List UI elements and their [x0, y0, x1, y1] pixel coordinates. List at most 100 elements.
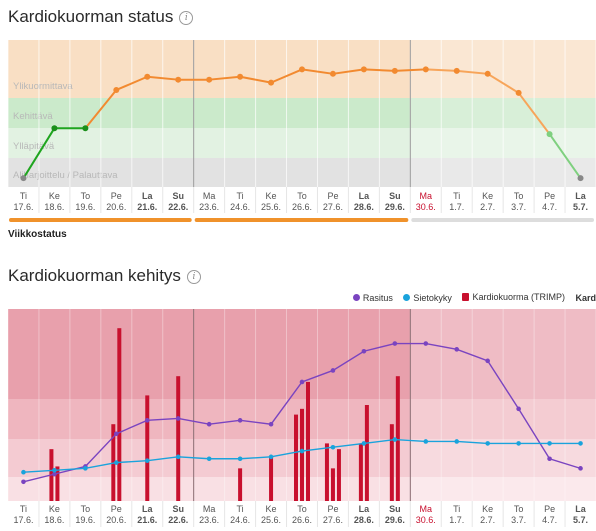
forecast-overlay [410, 309, 596, 501]
trimp-bar[interactable] [364, 405, 369, 501]
rasitus-point[interactable] [175, 416, 181, 421]
status-point[interactable] [484, 70, 491, 77]
rasitus-point[interactable] [206, 421, 212, 427]
legend-kardiokuorma[interactable]: Kardiokuorma (TRIMP) [462, 292, 565, 302]
sietokyky-point[interactable] [547, 441, 552, 446]
rasitus-point[interactable] [361, 348, 367, 354]
status-point[interactable] [113, 86, 120, 93]
zone-aliharjoittelu-label: Aliharjoittelu / Palauttava [13, 170, 118, 181]
trimp-bar[interactable] [145, 395, 150, 501]
status-point[interactable] [391, 67, 398, 74]
trimp-bar[interactable] [55, 466, 60, 501]
rasitus-point[interactable] [547, 456, 552, 462]
trimp-bar[interactable] [294, 414, 298, 501]
rasitus-point[interactable] [330, 368, 336, 373]
sietokyky-point[interactable] [268, 454, 274, 460]
trimp-bar[interactable] [330, 468, 335, 501]
status-point[interactable] [299, 66, 305, 73]
rasitus-point[interactable] [423, 341, 429, 346]
day-date-label: 17.6. [13, 202, 33, 212]
sietokyky-point[interactable] [423, 439, 429, 444]
day-weekday-label: Ti [453, 191, 460, 201]
rasitus-point[interactable] [114, 431, 119, 437]
sietokyky-point[interactable] [21, 469, 26, 475]
rasitus-point[interactable] [21, 479, 26, 485]
trimp-bar[interactable] [176, 376, 181, 501]
day-weekday-label: To [297, 504, 307, 514]
info-icon[interactable]: i [186, 270, 201, 284]
trimp-bar[interactable] [395, 376, 400, 501]
trimp-bar[interactable] [389, 424, 394, 501]
rasitus-point[interactable] [237, 418, 243, 423]
rasitus-point[interactable] [268, 421, 274, 427]
status-point[interactable] [577, 175, 584, 182]
status-point[interactable] [268, 79, 275, 86]
status-point[interactable] [144, 73, 151, 80]
day-date-label: 3.7. [511, 202, 526, 212]
status-point[interactable] [82, 125, 89, 132]
trimp-bar[interactable] [117, 328, 122, 501]
sietokyky-point[interactable] [206, 456, 212, 462]
status-point[interactable] [515, 89, 522, 96]
day-weekday-label: Pe [544, 191, 555, 201]
day-date-label: 26.6. [292, 515, 312, 525]
sietokyky-point[interactable] [361, 441, 367, 446]
status-point[interactable] [360, 66, 367, 73]
status-point[interactable] [237, 73, 244, 80]
day-date-label: 28.6. [354, 515, 374, 525]
status-line-segment [115, 75, 148, 91]
status-point[interactable] [453, 67, 460, 74]
rasitus-point[interactable] [144, 418, 150, 423]
rasitus-point[interactable] [52, 471, 57, 477]
sietokyky-point[interactable] [392, 437, 398, 442]
sietokyky-point[interactable] [144, 458, 150, 463]
sietokyky-point[interactable] [299, 448, 305, 454]
legend-sietokyky[interactable]: Sietokyky [403, 293, 452, 303]
trimp-bar[interactable] [269, 456, 274, 501]
day-weekday-label: Ti [20, 191, 27, 201]
weekly-status-bar [411, 218, 594, 222]
day-weekday-label: La [142, 504, 153, 514]
rasitus-point[interactable] [485, 358, 490, 364]
zone-yllapitava [8, 128, 596, 158]
trimp-bar[interactable] [358, 443, 363, 501]
legend-rasitus[interactable]: Rasitus [352, 293, 393, 303]
rasitus-dot-icon [352, 294, 360, 301]
sietokyky-point[interactable] [330, 444, 336, 450]
status-chart: Ylikuormittava Kehittävä Ylläpitävä Aliharj… [7, 40, 596, 222]
rasitus-point[interactable] [516, 406, 521, 412]
sietokyky-point[interactable] [237, 456, 243, 462]
status-point[interactable] [175, 76, 182, 83]
day-date-label: 28.6. [354, 202, 374, 212]
trimp-bar[interactable] [300, 408, 304, 501]
rasitus-point[interactable] [454, 347, 460, 352]
zone-yllapitava-label: Ylläpitävä [13, 141, 55, 152]
rasitus-point[interactable] [392, 341, 398, 346]
status-point[interactable] [206, 76, 213, 83]
sietokyky-point[interactable] [454, 439, 460, 444]
trimp-bar[interactable] [306, 381, 310, 501]
trimp-bar[interactable] [324, 443, 329, 501]
status-point[interactable] [546, 131, 553, 138]
day-weekday-label: Ke [482, 191, 493, 201]
rasitus-point[interactable] [578, 466, 583, 471]
info-icon[interactable]: i [179, 11, 194, 25]
sietokyky-point[interactable] [52, 467, 57, 473]
rasitus-point[interactable] [299, 379, 305, 385]
sietokyky-point[interactable] [175, 454, 181, 460]
sietokyky-point[interactable] [83, 466, 88, 471]
trimp-bar[interactable] [336, 449, 341, 501]
status-point[interactable] [20, 175, 27, 182]
sietokyky-point[interactable] [485, 441, 490, 446]
day-date-label: 21.6. [137, 515, 157, 525]
sietokyky-point[interactable] [114, 460, 119, 465]
status-point[interactable] [51, 125, 58, 132]
status-point[interactable] [329, 70, 336, 77]
sietokyky-point[interactable] [578, 441, 583, 446]
day-date-label: 29.6. [385, 515, 405, 525]
day-date-label: 22.6. [168, 202, 188, 212]
sietokyky-point[interactable] [516, 441, 521, 446]
trimp-bar[interactable] [238, 468, 243, 501]
day-weekday-label: Pe [544, 504, 555, 514]
status-point[interactable] [422, 66, 429, 73]
